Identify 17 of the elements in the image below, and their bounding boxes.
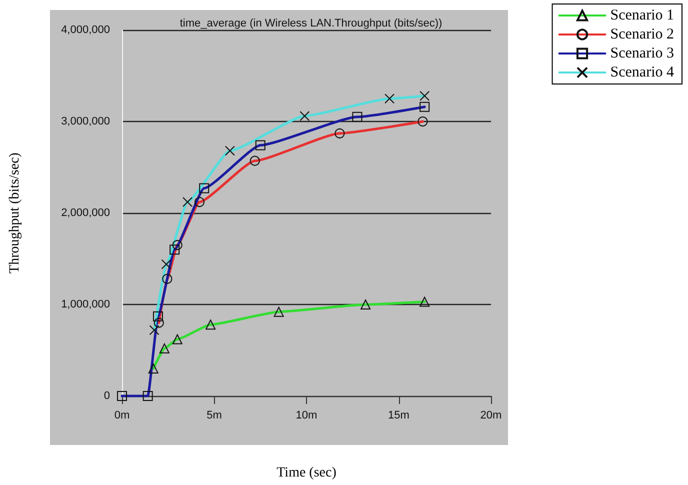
x-tick-label: 15m [388,410,410,422]
y-axis-title: Throughput (bits/sec) [8,152,22,274]
legend-label: Scenario 2 [610,26,674,42]
legend-label: Scenario 4 [610,64,674,80]
legend-label: Scenario 1 [610,8,674,24]
chart-title: time_average (in Wireless LAN.Throughput (bits/sec)) [180,18,442,30]
y-tick-label: 1,000,000 [61,298,110,310]
x-tick-label: 10m [296,410,318,422]
x-tick-label: 5m [206,410,222,422]
y-tick-label: 3,000,000 [61,116,110,128]
y-tick-label: 2,000,000 [61,207,110,219]
legend-label: Scenario 3 [610,46,674,62]
x-tick-label: 20m [480,410,502,422]
x-tick-label: 0m [114,410,130,422]
y-tick-label: 4,000,000 [61,24,110,36]
y-tick-label: 0 [104,390,110,402]
x-axis-title: Time (sec) [276,466,337,480]
